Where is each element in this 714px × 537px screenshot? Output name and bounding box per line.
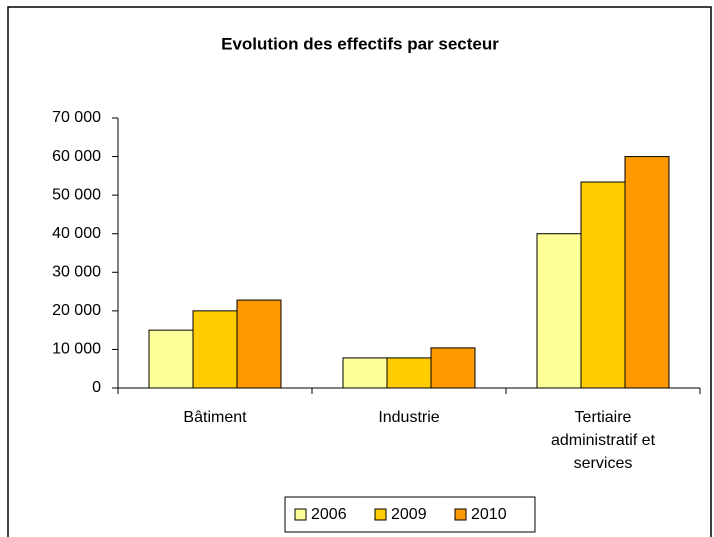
bar bbox=[580, 181, 626, 389]
x-tick-label: Tertiaire administratif et services bbox=[550, 409, 656, 472]
y-tick-label: 70 000 bbox=[52, 109, 101, 126]
bar bbox=[192, 310, 238, 389]
y-tick-label: 20 000 bbox=[52, 302, 101, 319]
bar bbox=[148, 329, 194, 389]
legend-swatch bbox=[374, 508, 387, 521]
legend-box bbox=[284, 496, 536, 533]
y-tick-label: 10 000 bbox=[52, 341, 101, 358]
legend-swatch bbox=[454, 508, 467, 521]
y-tick-label: 40 000 bbox=[52, 225, 101, 242]
x-tick-label: Industrie bbox=[378, 409, 440, 426]
y-tick-label: 50 000 bbox=[52, 186, 101, 203]
legend-label: 2010 bbox=[471, 506, 507, 523]
legend-label: 2009 bbox=[391, 506, 427, 523]
y-tick-label: 30 000 bbox=[52, 264, 101, 281]
legend-label: 2006 bbox=[311, 506, 347, 523]
bar bbox=[342, 357, 388, 389]
x-tick-label: Bâtiment bbox=[183, 409, 247, 426]
y-tick-label: 0 bbox=[92, 379, 101, 396]
bar bbox=[236, 299, 282, 389]
legend-swatch bbox=[294, 508, 307, 521]
bar bbox=[624, 156, 670, 389]
bar bbox=[430, 347, 476, 389]
y-tick-label: 60 000 bbox=[52, 148, 101, 165]
chart-title: Evolution des effectifs par secteur bbox=[221, 34, 499, 53]
bar bbox=[386, 357, 432, 389]
bar bbox=[536, 233, 582, 389]
